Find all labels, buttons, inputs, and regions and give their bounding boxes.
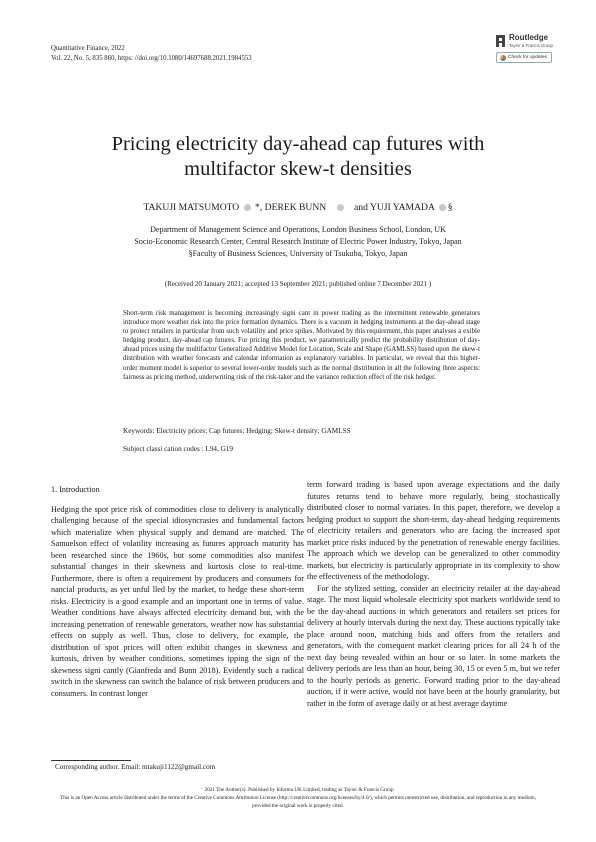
orcid-icon[interactable] bbox=[243, 203, 251, 211]
publisher-logo: Routledge Taylor & Francis Group bbox=[496, 34, 556, 48]
author-name: YUJI YAMADA bbox=[369, 202, 435, 213]
journal-citation: Vol. 22, No. 5, 835 860, https: //doi.or… bbox=[51, 54, 252, 62]
orcid-icon[interactable] bbox=[438, 203, 446, 211]
affiliations: Department of Management Science and Ope… bbox=[40, 224, 556, 261]
paragraph: term forward trading is based upon avera… bbox=[307, 480, 560, 581]
affiliation-line: §Faculty of Business Sciences, Universit… bbox=[188, 249, 408, 259]
publisher-subtitle: Taylor & Francis Group bbox=[509, 43, 553, 48]
keywords: Keywords: Electricity prices; Cap future… bbox=[123, 427, 351, 435]
author-name: DEREK BUNN bbox=[264, 202, 327, 213]
license-notice: This is an Open Access article distribut… bbox=[60, 795, 536, 809]
journal-name: Quantitative Finance, 2022 bbox=[51, 45, 125, 52]
author-conjunction: and bbox=[354, 202, 368, 213]
check-for-updates-button[interactable]: Check for updates bbox=[496, 52, 552, 63]
copyright-notice: ' 2021 The Author(s). Published by Infor… bbox=[202, 787, 394, 793]
title-line-1: Pricing electricity day-ahead cap future… bbox=[111, 133, 485, 155]
journal-info: Quantitative Finance, 2022 Vol. 22, No. … bbox=[51, 44, 252, 63]
orcid-icon[interactable] bbox=[336, 203, 344, 211]
body-column-right: term forward trading is based upon avera… bbox=[307, 479, 560, 709]
paragraph: For the stylized setting, consider an el… bbox=[307, 583, 560, 708]
publisher-name: Routledge bbox=[509, 33, 549, 42]
publisher-block: Routledge Taylor & Francis Group Check f… bbox=[496, 34, 556, 63]
paragraph: Hedging the spot price risk of commoditi… bbox=[51, 504, 304, 698]
body-column-left: 1. Introduction Hedging the spot price r… bbox=[51, 484, 304, 699]
paper-title: Pricing electricity day-ahead cap future… bbox=[40, 132, 556, 182]
crossmark-icon bbox=[500, 54, 506, 61]
section-heading: 1. Introduction bbox=[51, 485, 100, 494]
routledge-logo-icon bbox=[496, 35, 506, 47]
author-name: TAKUJI MATSUMOTO bbox=[143, 202, 240, 213]
affiliation-line: Socio-Economic Research Center, Central … bbox=[134, 237, 462, 247]
abstract: Short-term risk management is becoming i… bbox=[123, 310, 480, 381]
affiliation-line: Department of Management Science and Ope… bbox=[150, 225, 446, 234]
received-dates: (Received 20 January 2021; accepted 13 S… bbox=[164, 280, 432, 288]
author-list: TAKUJI MATSUMOTO *, DEREK BUNN and YUJI … bbox=[40, 202, 556, 214]
check-for-updates-label: Check for updates bbox=[508, 55, 547, 60]
title-line-2: multifactor skew-t densities bbox=[184, 158, 412, 180]
author-mark: *, bbox=[255, 202, 263, 213]
footnote: Corresponding author. Email: mtakuji1122… bbox=[55, 763, 216, 771]
subject-classification: Subject classi cation codes : L94, G19 bbox=[123, 445, 233, 453]
author-mark: § bbox=[447, 202, 453, 213]
footnote-divider bbox=[51, 760, 131, 761]
